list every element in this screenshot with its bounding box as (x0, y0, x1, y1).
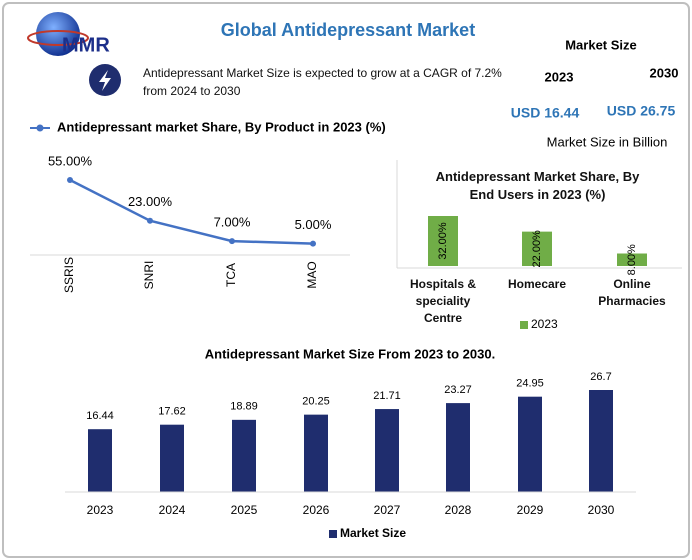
x-tick-label: SSRIS (62, 257, 76, 293)
point (147, 217, 153, 224)
x-tick-label: 2028 (445, 503, 472, 517)
description: Antidepressant Market Size is expected t… (143, 66, 502, 98)
x-tick-label: 2029 (517, 503, 544, 517)
x-tick-label: Hospitals & speciality Centre (409, 277, 476, 325)
line (69, 178, 314, 245)
legend-marker (36, 124, 44, 132)
legend-swatch (520, 321, 528, 329)
data-label: 17.62 (158, 406, 186, 418)
bar (518, 396, 542, 492)
data-label: 26.7 (590, 371, 611, 383)
size-value: USD 26.75 (607, 103, 676, 119)
logo-text: MMR (62, 34, 110, 56)
bar (522, 231, 552, 266)
bar (428, 216, 458, 266)
point (310, 240, 316, 247)
x-tick-label: 2024 (159, 503, 186, 517)
data-label: 8.00% (626, 244, 638, 275)
data-label: 21.71 (373, 390, 401, 402)
unit-note: Market Size in Billion (547, 134, 668, 149)
x-tick-label: 2027 (374, 503, 401, 517)
title: Global Antidepressant Market (221, 20, 475, 40)
market-size-title: Market Size (565, 37, 637, 52)
year: 2023 (545, 69, 574, 84)
data-label: 5.00% (295, 217, 332, 232)
bar (88, 429, 112, 492)
data-label: 23.27 (444, 384, 472, 396)
year: 2030 (650, 65, 679, 80)
chart-title: Antidepressant Market Share, By End User… (435, 169, 640, 202)
data-label: 18.89 (230, 401, 258, 413)
size-value: USD 16.44 (511, 105, 580, 121)
data-label: 23.00% (128, 194, 173, 209)
bar (589, 390, 613, 492)
x-tick-label: TCA (224, 263, 238, 287)
bar (232, 419, 256, 492)
point (67, 177, 73, 183)
data-label: 32.00% (437, 222, 449, 260)
chart-title: Antidepressant Market Size From 2023 to … (205, 346, 495, 361)
x-tick-label: MAO (305, 261, 319, 288)
x-tick-label: 2023 (87, 503, 114, 517)
icon-bolt (99, 70, 111, 91)
data-label: 55.00% (48, 153, 93, 168)
data-label: 16.44 (86, 410, 114, 422)
x-tick-label: SNRI (142, 261, 156, 290)
legend-label: Antidepressant market Share, By Product … (57, 119, 386, 134)
point (229, 238, 235, 245)
bar (375, 409, 399, 492)
legend-swatch (329, 530, 337, 538)
logo-ring (27, 30, 89, 46)
data-label: 24.95 (516, 378, 544, 390)
x-tick-label: Online Pharmacies (598, 277, 666, 308)
bar (446, 403, 470, 492)
x-tick-label: 2025 (231, 503, 258, 517)
data-label: 20.25 (302, 396, 330, 408)
bar (304, 414, 328, 492)
bar (160, 424, 184, 492)
x-tick-label: 2030 (588, 503, 615, 517)
bar (617, 253, 647, 266)
x-tick-label: Homecare (507, 277, 567, 291)
x-tick-label: 2026 (303, 503, 330, 517)
data-label: 22.00% (531, 230, 543, 268)
data-label: 7.00% (214, 215, 251, 230)
legend-label: Market Size (340, 526, 406, 540)
legend-label: 2023 (531, 317, 558, 331)
